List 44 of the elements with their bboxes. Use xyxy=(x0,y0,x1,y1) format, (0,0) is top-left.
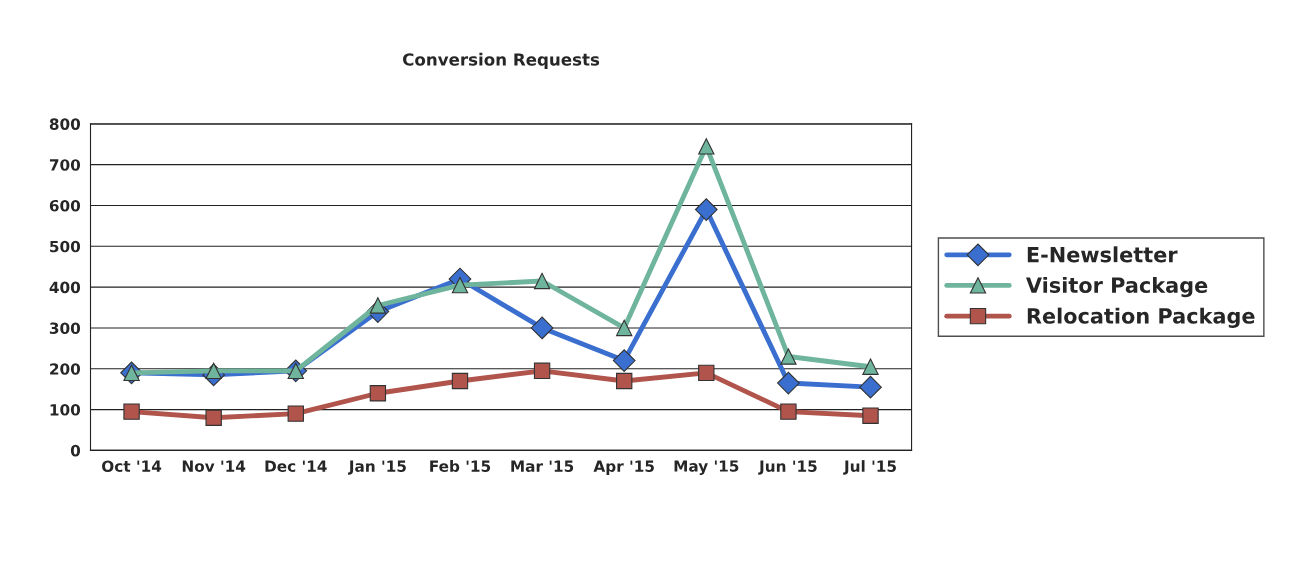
y-tick-label: 600 xyxy=(49,199,81,212)
point xyxy=(612,349,636,372)
y-tick-label: 500 xyxy=(50,240,81,253)
y-tick-label: 0 xyxy=(70,444,81,457)
point xyxy=(369,385,387,402)
legend-label: E-Newsletter xyxy=(1027,246,1178,263)
x-tick-label: Jun '15 xyxy=(758,460,817,475)
y-tick-label: 100 xyxy=(50,404,81,416)
y-tick-label: 300 xyxy=(49,322,81,334)
x-tick-label: Jan '15 xyxy=(347,460,406,475)
point xyxy=(780,348,797,365)
point xyxy=(616,319,633,337)
point xyxy=(780,403,797,420)
chart-title: Conversion Requests xyxy=(403,52,600,69)
point xyxy=(530,316,554,340)
point xyxy=(533,272,551,290)
x-tick-label: May '15 xyxy=(674,460,739,475)
legend-label: Relocation Package xyxy=(1027,307,1255,328)
point xyxy=(862,407,879,424)
point xyxy=(287,405,304,422)
point xyxy=(859,375,882,399)
point xyxy=(205,409,222,426)
legend-label: Visitor Package xyxy=(1026,276,1208,298)
y-tick-label: 200 xyxy=(50,363,81,375)
x-tick-label: Apr '15 xyxy=(593,460,654,475)
point xyxy=(698,138,715,155)
point xyxy=(533,362,551,379)
point xyxy=(123,403,140,420)
point xyxy=(451,372,469,390)
y-tick-label: 700 xyxy=(49,159,81,171)
x-tick-label: Jul '15 xyxy=(843,460,896,475)
point xyxy=(616,372,633,390)
x-tick-label: Mar '15 xyxy=(511,460,574,472)
x-tick-label: Nov '14 xyxy=(182,460,246,472)
point xyxy=(862,358,879,375)
y-tick-label: 800 xyxy=(49,118,81,130)
x-tick-label: Oct '14 xyxy=(102,460,162,472)
point xyxy=(698,364,715,382)
point xyxy=(777,371,800,395)
point xyxy=(451,276,469,294)
y-tick-label: 400 xyxy=(49,281,81,294)
x-tick-label: Feb '15 xyxy=(430,460,491,472)
point xyxy=(694,198,718,221)
x-tick-label: Dec '14 xyxy=(265,460,327,472)
